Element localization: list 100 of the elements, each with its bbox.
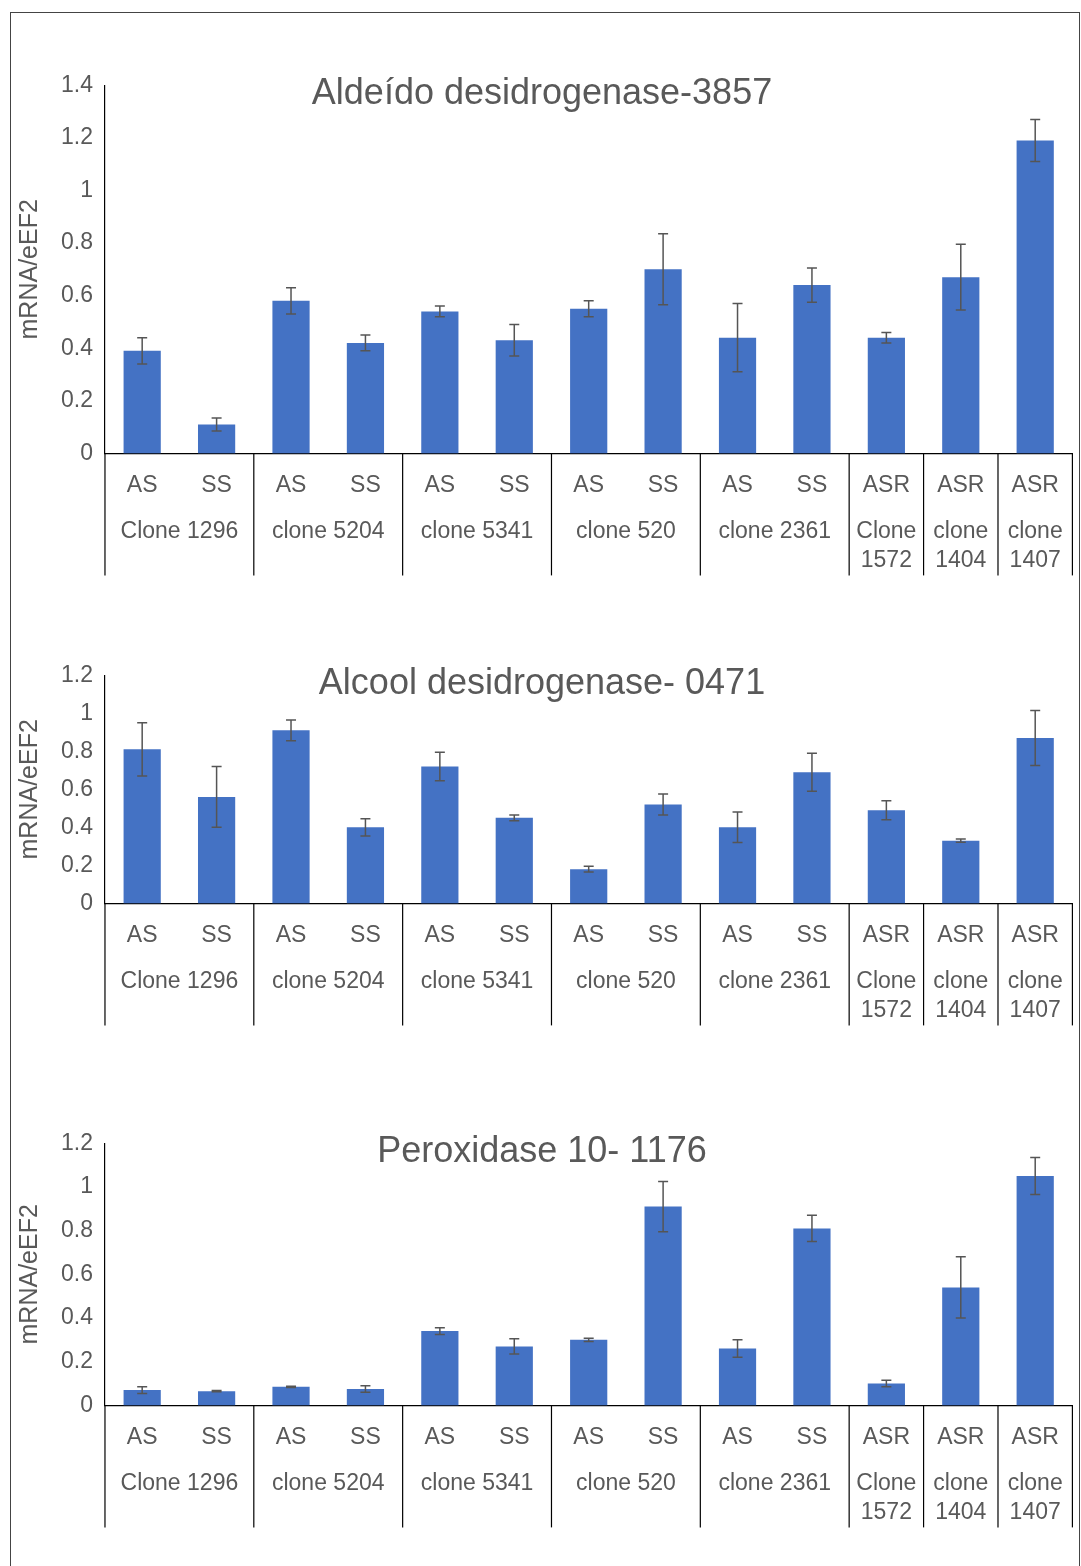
y-tick-label: 1 bbox=[80, 1172, 93, 1199]
bar bbox=[495, 817, 533, 904]
x-tick-label: AS bbox=[722, 920, 753, 947]
text: clone 1404 bbox=[933, 1468, 989, 1524]
x-tick-label: SS bbox=[647, 1422, 679, 1449]
x-tick-label: AS bbox=[126, 470, 158, 497]
text: clone 5204 bbox=[271, 1468, 385, 1495]
y-axis-title: mRNA/eEF2 bbox=[13, 719, 42, 860]
y-tick-label: 0.4 bbox=[60, 333, 94, 360]
bar bbox=[198, 796, 236, 904]
x-tick-label: SS bbox=[796, 1422, 828, 1449]
y-tick-label: 0.8 bbox=[60, 228, 93, 255]
bar bbox=[198, 424, 236, 454]
bar bbox=[421, 1331, 459, 1406]
y-tick-label: 0.4 bbox=[60, 812, 94, 839]
bar bbox=[123, 1390, 161, 1406]
bar bbox=[421, 311, 459, 454]
bar bbox=[570, 869, 608, 904]
x-tick-label: SS bbox=[350, 470, 381, 497]
x-tick-label: SS bbox=[201, 920, 232, 947]
x-tick-label: SS bbox=[201, 1422, 232, 1449]
x-tick-label: SS bbox=[498, 1422, 530, 1449]
text: clone 1407 bbox=[1007, 966, 1063, 1022]
text: clone 1404 bbox=[933, 966, 989, 1022]
y-tick-label: 0.2 bbox=[60, 386, 93, 413]
x-tick-label: AS bbox=[573, 470, 605, 497]
bar bbox=[346, 1389, 385, 1406]
text: clone 520 bbox=[576, 516, 676, 543]
text: clone 1404 bbox=[933, 516, 989, 572]
y-tick-label: 0.6 bbox=[60, 1259, 93, 1286]
x-tick-label: SS bbox=[350, 920, 381, 947]
x-tick-label: ASR bbox=[937, 920, 985, 947]
x-tick-label: ASR bbox=[862, 1422, 911, 1449]
text: Clone 1296 bbox=[120, 516, 239, 543]
y-axis-title: mRNA/eEF2 bbox=[13, 199, 42, 340]
text: clone 520 bbox=[576, 1468, 676, 1495]
bar bbox=[718, 337, 757, 454]
bar bbox=[123, 749, 161, 904]
y-tick-label: 0.2 bbox=[60, 850, 93, 877]
bar bbox=[793, 772, 831, 904]
y-tick-label: 1.2 bbox=[60, 123, 93, 150]
x-tick-label: AS bbox=[722, 470, 753, 497]
bar bbox=[272, 300, 310, 454]
text: Clone 1296 bbox=[120, 1468, 239, 1495]
text: clone 2361 bbox=[718, 1468, 832, 1495]
y-tick-label: 0.8 bbox=[60, 736, 93, 763]
bar bbox=[346, 342, 385, 454]
bar bbox=[1016, 1175, 1054, 1406]
bar bbox=[942, 840, 980, 904]
y-tick-label: 1 bbox=[80, 175, 93, 202]
x-tick-label: AS bbox=[424, 1422, 456, 1449]
x-tick-label: AS bbox=[722, 1422, 753, 1449]
bar bbox=[867, 337, 905, 454]
text: clone 1407 bbox=[1007, 516, 1063, 572]
bar bbox=[495, 340, 533, 454]
bar bbox=[198, 1391, 236, 1406]
bar bbox=[1016, 140, 1054, 454]
x-tick-label: SS bbox=[350, 1422, 381, 1449]
bar bbox=[421, 766, 459, 904]
bar bbox=[570, 308, 608, 454]
bar bbox=[272, 1386, 310, 1406]
x-tick-label: AS bbox=[573, 1422, 605, 1449]
x-tick-label: ASR bbox=[937, 1422, 985, 1449]
bar bbox=[718, 1348, 757, 1406]
x-tick-label: SS bbox=[201, 470, 232, 497]
y-tick-label: 1 bbox=[80, 698, 93, 725]
y-tick-label: 1.2 bbox=[60, 660, 93, 687]
x-tick-label: ASR bbox=[862, 920, 911, 947]
x-tick-label: AS bbox=[126, 1422, 158, 1449]
y-tick-label: 0.8 bbox=[60, 1215, 93, 1242]
chart-title: Alcool desidrogenase- 0471 bbox=[318, 660, 766, 702]
bar bbox=[644, 804, 682, 904]
chart-title: Peroxidase 10- 1176 bbox=[377, 1128, 707, 1170]
y-tick-label: 0.6 bbox=[60, 280, 93, 307]
x-tick-label: AS bbox=[573, 920, 605, 947]
bar bbox=[867, 810, 905, 904]
text: clone 5341 bbox=[420, 966, 534, 993]
y-tick-label: 0.4 bbox=[60, 1303, 94, 1330]
bar bbox=[570, 1339, 608, 1406]
text: clone 1407 bbox=[1007, 1468, 1063, 1524]
y-tick-label: 1.4 bbox=[60, 70, 94, 97]
text: Clone 1572 bbox=[856, 1468, 917, 1524]
bar bbox=[867, 1383, 905, 1406]
x-tick-label: ASR bbox=[937, 470, 985, 497]
bar bbox=[644, 269, 682, 454]
x-tick-label: AS bbox=[424, 470, 456, 497]
x-tick-label: AS bbox=[275, 470, 307, 497]
x-tick-label: ASR bbox=[1011, 1422, 1059, 1449]
text: Clone 1572 bbox=[856, 516, 917, 572]
x-tick-label: SS bbox=[796, 920, 828, 947]
text: clone 2361 bbox=[718, 966, 832, 993]
text: clone 5341 bbox=[420, 1468, 534, 1495]
bar bbox=[942, 277, 980, 454]
text: clone 5204 bbox=[271, 516, 385, 543]
text: Clone 1572 bbox=[856, 966, 917, 1022]
x-tick-label: AS bbox=[275, 920, 307, 947]
text: Clone 1296 bbox=[120, 966, 239, 993]
x-tick-label: ASR bbox=[1011, 470, 1059, 497]
y-tick-label: 0 bbox=[80, 888, 93, 915]
y-tick-label: 0 bbox=[80, 1390, 93, 1417]
